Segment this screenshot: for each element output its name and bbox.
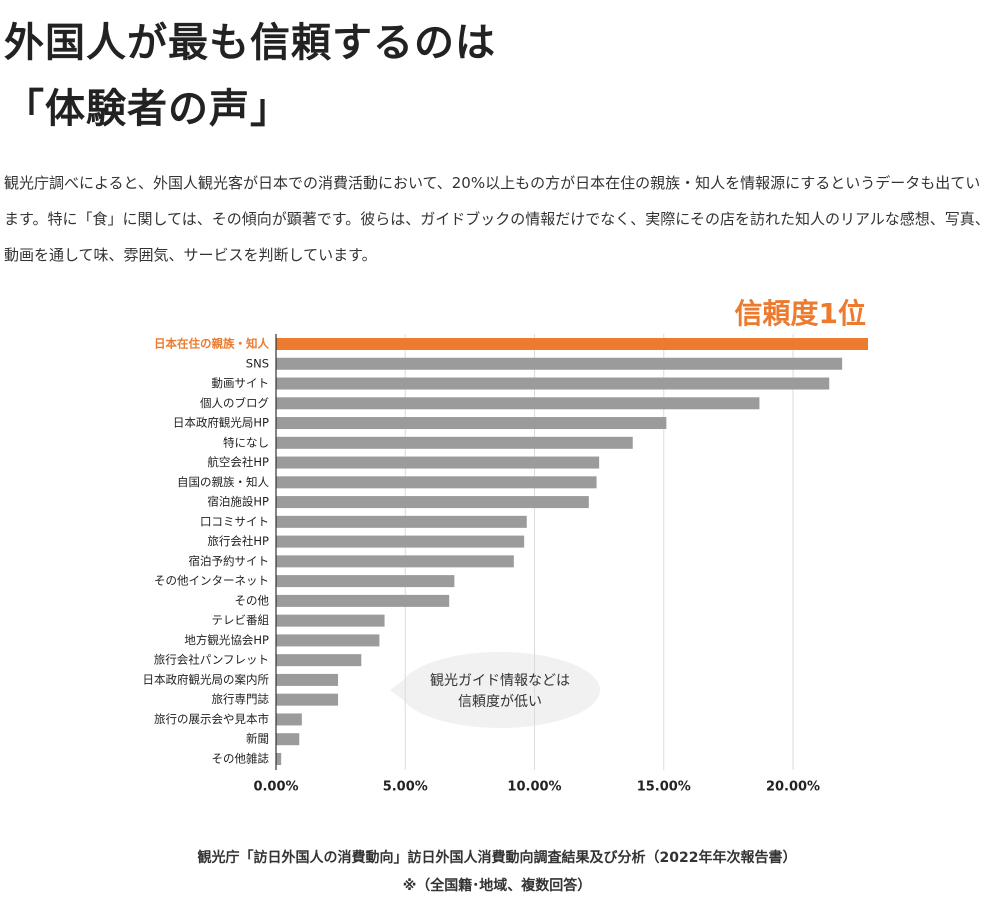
bar xyxy=(276,752,282,765)
callout-bubble xyxy=(400,652,600,728)
y-tick-label: 旅行会社パンフレット xyxy=(154,653,269,667)
bar xyxy=(276,357,843,370)
x-tick-label: 15.00% xyxy=(637,780,691,795)
y-tick-label: テレビ番組 xyxy=(212,613,270,627)
source-note: ※（全国籍･地域、複数回答） xyxy=(403,877,592,894)
bar xyxy=(276,456,600,469)
x-tick-label: 20.00% xyxy=(766,780,820,795)
y-tick-label: その他 xyxy=(235,593,270,607)
x-tick-label: 0.00% xyxy=(253,780,298,795)
bar xyxy=(276,575,455,588)
y-tick-label: その他雑誌 xyxy=(212,751,270,765)
y-tick-label: 宿泊施設HP xyxy=(207,495,269,509)
paragraph: 観光庁調べによると、外国人観光客が日本での消費活動において、20%以上もの方が日… xyxy=(4,174,990,264)
bar xyxy=(276,634,380,647)
y-tick-label: 宿泊予約サイト xyxy=(189,554,270,568)
y-tick-label: 日本政府観光局の案内所 xyxy=(143,672,270,686)
bar xyxy=(276,436,633,449)
callout-text: 観光ガイド情報などは xyxy=(430,672,570,689)
y-tick-label: 旅行の展示会や見本市 xyxy=(154,712,269,726)
y-tick-label: 動画サイト xyxy=(212,376,270,390)
y-tick-label: 旅行専門誌 xyxy=(212,692,270,706)
bar xyxy=(276,397,760,410)
bar xyxy=(276,614,385,627)
source: 観光庁「訪日外国人の消費動向」訪日外国人消費動向調査結果及び分析（2022年年次… xyxy=(198,849,797,866)
annotation: 信頼度1位 xyxy=(735,297,866,330)
y-tick-label: 自国の親族・知人 xyxy=(177,475,269,489)
bar xyxy=(276,535,525,548)
bar xyxy=(276,594,450,607)
callout xyxy=(390,652,600,728)
bar xyxy=(276,476,597,489)
x-tick-label: 5.00% xyxy=(383,780,428,795)
bar xyxy=(276,515,527,528)
bar xyxy=(276,654,362,667)
bar xyxy=(276,713,302,726)
y-tick-label: 旅行会社HP xyxy=(207,534,269,548)
y-tick-label: その他インターネット xyxy=(154,574,269,588)
bar xyxy=(276,338,868,350)
title-line: 外国人が最も信頼するのは xyxy=(4,20,496,66)
y-tick-label: 航空会社HP xyxy=(207,455,269,469)
bar xyxy=(276,693,339,706)
y-tick-label: 地方観光協会HP xyxy=(184,633,269,647)
y-tick-label: 特になし xyxy=(223,435,269,449)
y-tick-label: 日本在住の親族・知人 xyxy=(154,337,269,351)
y-tick-label: SNS xyxy=(246,356,269,370)
title-line: 「体験者の声」 xyxy=(4,86,291,132)
y-tick-label: 日本政府観光局HP xyxy=(173,416,269,430)
callout-text: 信頼度が低い xyxy=(458,694,542,710)
bar xyxy=(276,555,514,568)
title: 外国人が最も信頼するのは 「体験者の声」 xyxy=(4,10,496,142)
y-tick-label: 個人のブログ xyxy=(200,396,269,410)
bar xyxy=(276,496,589,509)
y-tick-label: 口コミサイト xyxy=(200,514,269,528)
bar xyxy=(276,733,300,746)
bar xyxy=(276,377,830,390)
x-tick-label: 10.00% xyxy=(507,780,561,795)
callout-pointer xyxy=(390,678,406,702)
bar xyxy=(276,417,667,430)
bar xyxy=(276,673,339,686)
y-tick-label: 新聞 xyxy=(246,732,269,746)
